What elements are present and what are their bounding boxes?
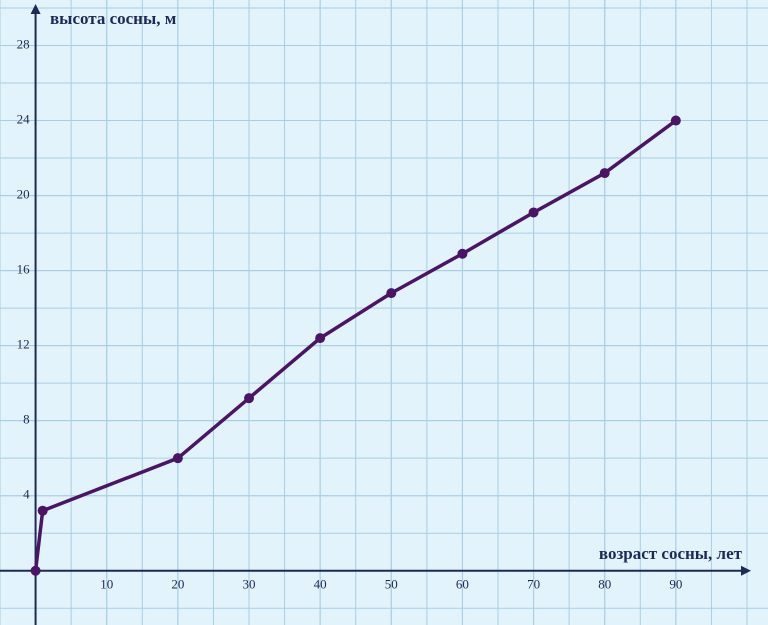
x-tick-label: 70 [527,577,540,592]
data-point [172,453,183,464]
x-tick-label: 80 [598,577,611,592]
y-tick-label: 28 [17,36,30,51]
y-tick-label: 16 [17,262,31,277]
data-point [457,248,468,259]
data-point [315,333,326,344]
y-tick-label: 8 [23,412,30,427]
x-tick-label: 90 [669,577,682,592]
x-tick-label: 40 [314,577,327,592]
x-axis-label: возраст сосны, лет [599,544,743,563]
data-point [528,207,539,218]
y-tick-label: 24 [17,112,31,127]
y-tick-label: 20 [17,187,30,202]
x-axis-arrow [741,565,751,576]
data-point [37,505,48,516]
data-point [244,393,254,404]
y-axis-arrow [30,4,41,14]
x-tick-label: 60 [456,577,469,592]
data-point [30,565,41,576]
data-point [386,288,397,299]
x-tick-label: 30 [243,577,256,592]
data-point [599,168,610,179]
x-tick-label: 20 [171,577,184,592]
x-tick-label: 10 [100,577,113,592]
x-tick-label: 50 [385,577,398,592]
y-axis-label: высота сосны, м [50,9,177,28]
data-point [670,115,681,126]
y-tick-label: 12 [17,337,30,352]
y-tick-label: 4 [23,487,30,502]
series-line [33,119,677,571]
